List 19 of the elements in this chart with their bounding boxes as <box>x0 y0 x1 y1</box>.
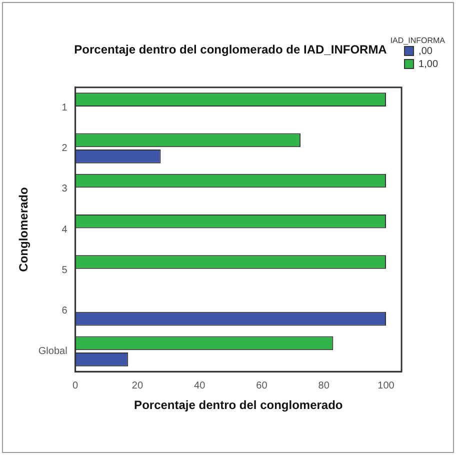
x-tick-label: 80 <box>318 380 330 392</box>
y-axis-title: Conglomerado <box>16 187 31 272</box>
y-tick-label: 4 <box>62 224 68 236</box>
y-tick-label: 6 <box>62 305 68 316</box>
legend-title: IAD_INFORMA <box>390 36 446 46</box>
x-tick-label: 40 <box>194 380 206 392</box>
x-tick-label: 100 <box>378 380 395 392</box>
x-tick-label: 20 <box>132 380 144 392</box>
y-tick-label: 1 <box>62 102 68 114</box>
y-tick-label: 2 <box>62 143 68 154</box>
chart-title: Porcentaje dentro del conglomerado de IAD_INFORMA <box>74 42 388 57</box>
legend-label: ,00 <box>418 46 433 57</box>
legend-label: 1,00 <box>418 58 438 70</box>
x-axis-title: Porcentaje dentro del conglomerado <box>134 398 343 412</box>
y-tick-label: Global <box>38 346 68 358</box>
y-tick-label: 3 <box>62 184 68 195</box>
y-tick-label: 5 <box>62 264 68 276</box>
x-tick-label: 60 <box>256 380 268 392</box>
x-tick-label: 0 <box>72 380 79 392</box>
